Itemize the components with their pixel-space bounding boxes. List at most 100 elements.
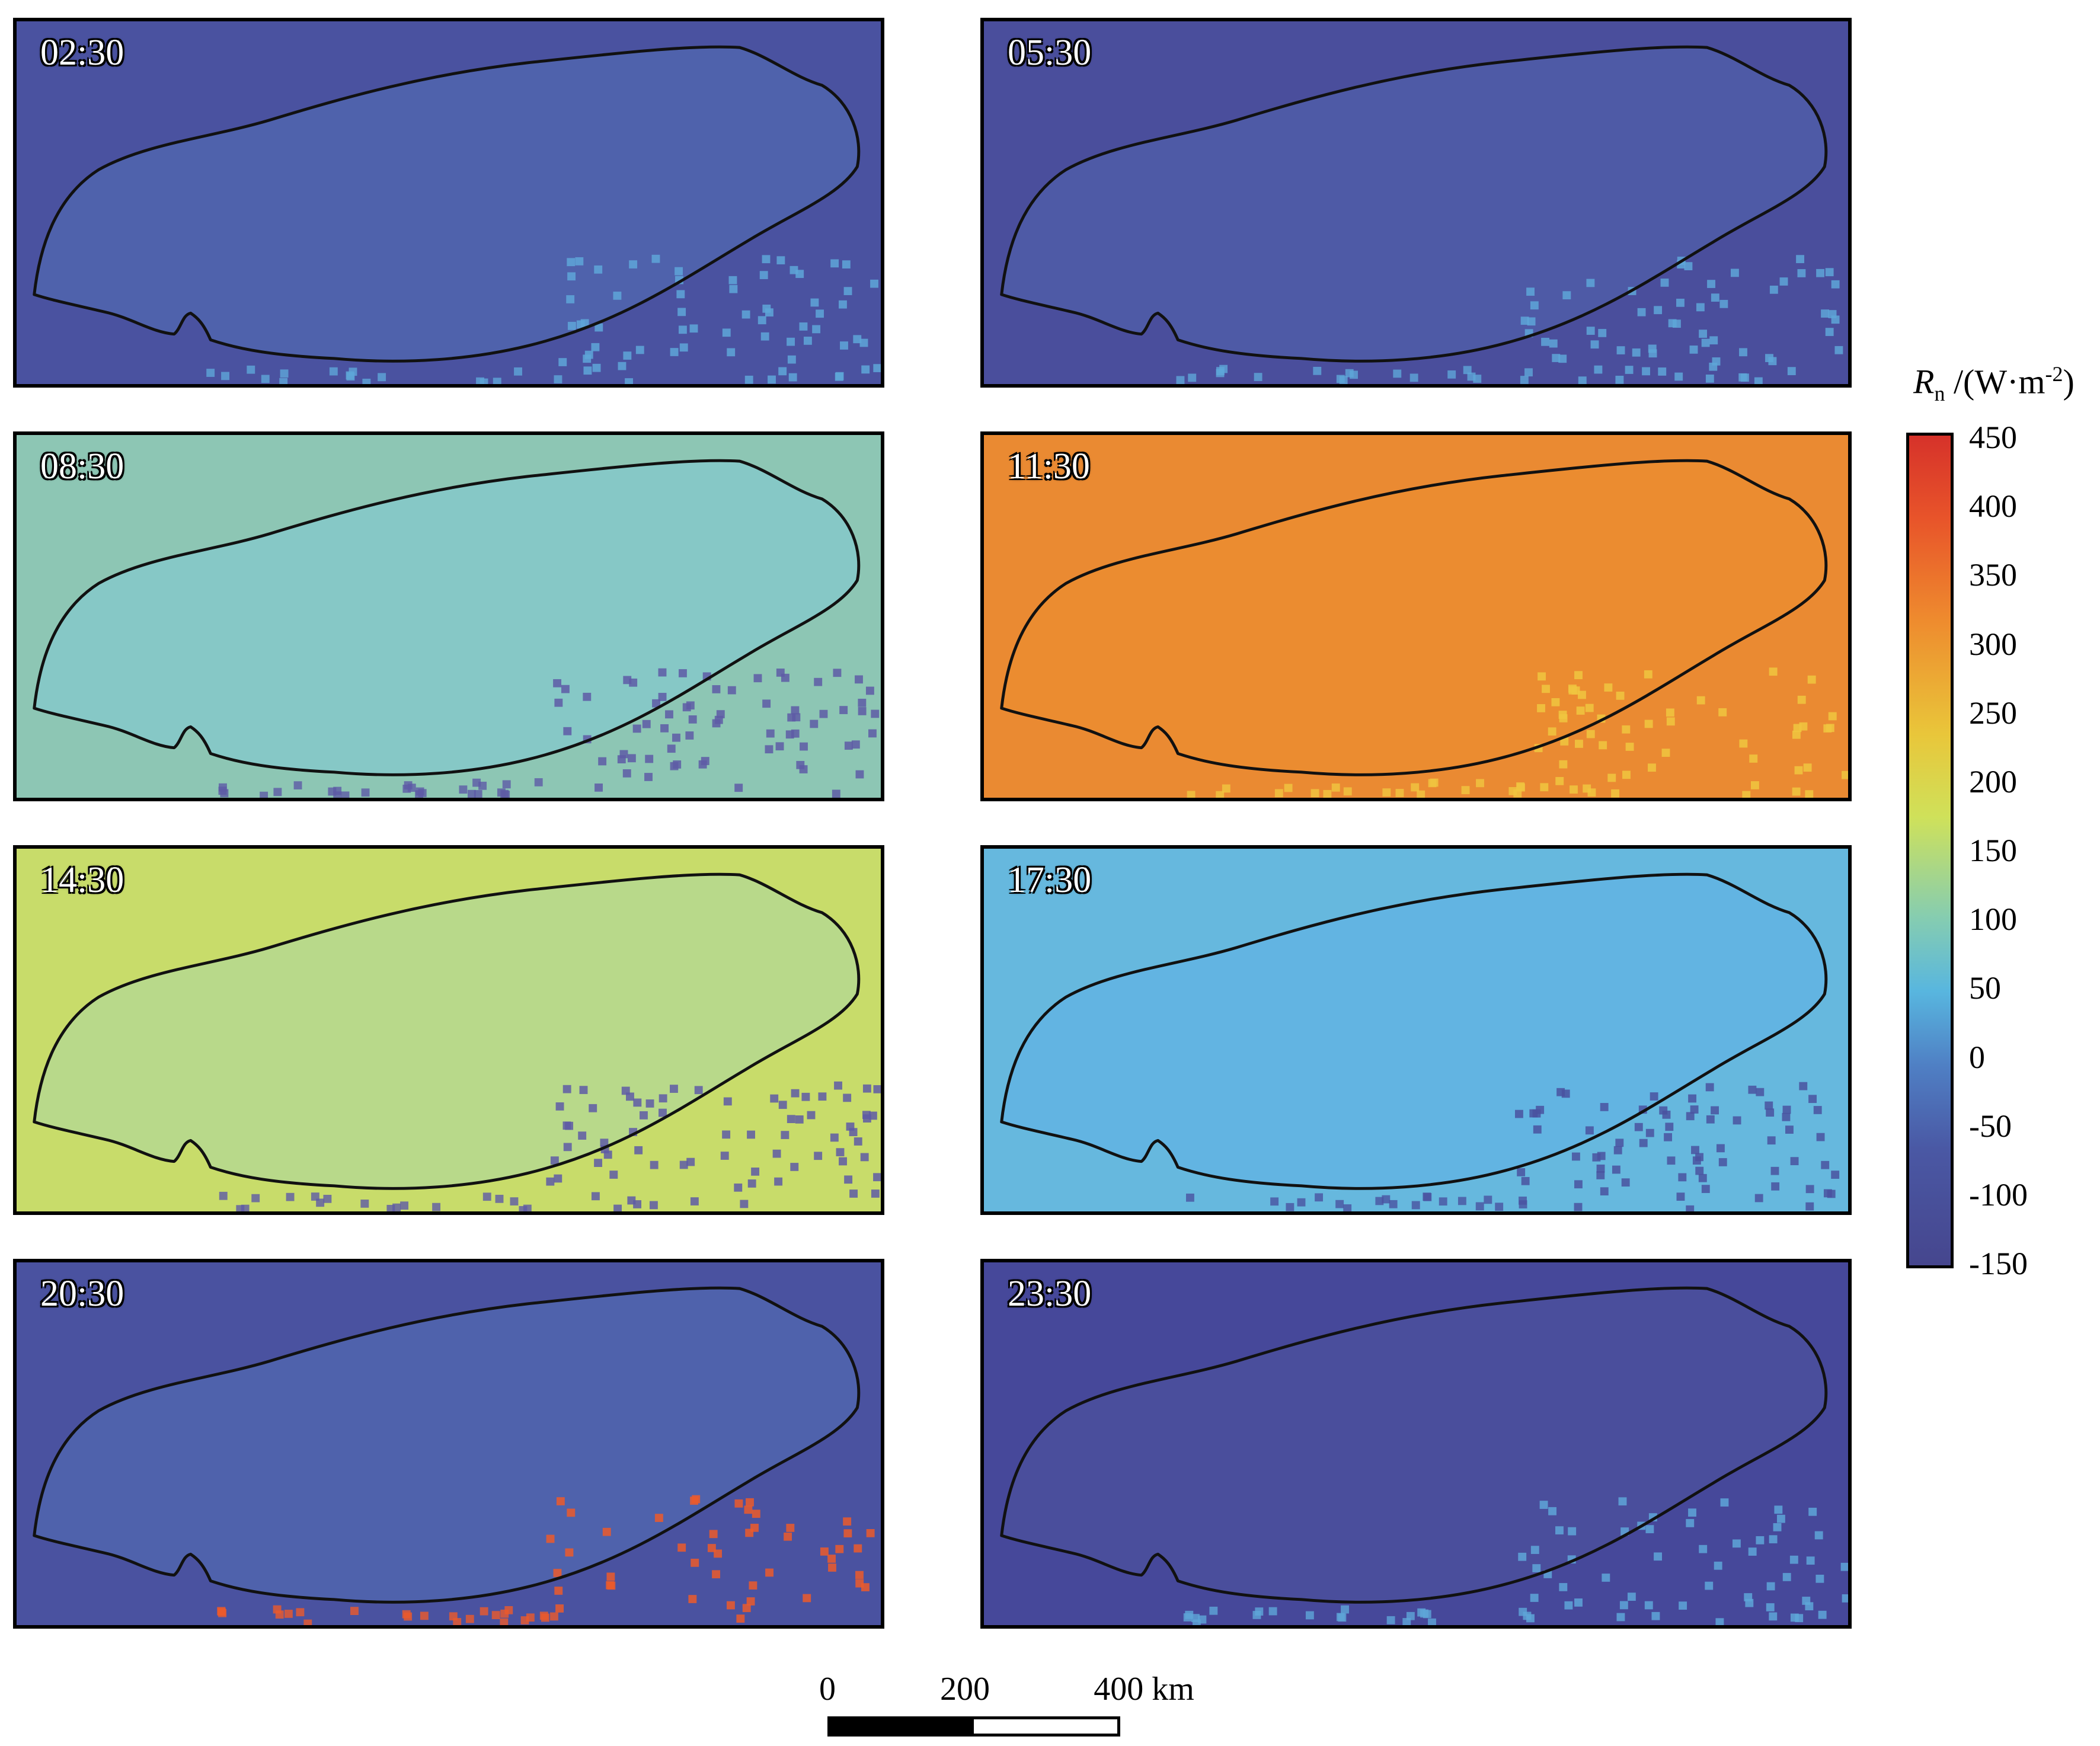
map-pixel bbox=[1568, 1527, 1577, 1536]
map-pixel bbox=[554, 698, 563, 707]
map-pixel bbox=[660, 724, 669, 733]
map-pixel bbox=[286, 1192, 295, 1201]
map-pixel bbox=[1323, 789, 1332, 798]
map-pixel bbox=[658, 668, 667, 677]
map-pixel bbox=[827, 1555, 836, 1563]
map-pixel bbox=[1658, 367, 1667, 376]
map-pixel bbox=[870, 279, 878, 288]
map-pixel bbox=[871, 709, 880, 718]
map-pixel bbox=[273, 788, 282, 797]
map-pixel bbox=[854, 1544, 862, 1553]
map-pixel bbox=[541, 1613, 549, 1622]
map-pixel bbox=[1216, 791, 1225, 798]
time-label: 14:30 bbox=[40, 860, 124, 900]
map-pixel bbox=[592, 363, 601, 372]
map-pixel bbox=[1618, 1497, 1627, 1506]
map-pixel bbox=[1574, 671, 1583, 679]
map-pixel bbox=[1548, 1507, 1557, 1515]
map-pixel bbox=[1796, 255, 1805, 263]
map-pixel bbox=[1776, 1514, 1785, 1523]
map-pixel bbox=[493, 378, 501, 384]
map-pixel bbox=[1771, 1182, 1780, 1191]
map-pixel bbox=[1305, 1611, 1314, 1620]
map-pixel bbox=[640, 1111, 648, 1120]
basin-outline bbox=[1000, 872, 1828, 1190]
map-pixel bbox=[555, 1102, 564, 1111]
legend-title: Rn /(W·m-2) bbox=[1913, 362, 2075, 406]
map-pixel bbox=[835, 372, 843, 381]
map-pixel bbox=[658, 693, 667, 701]
map-pixel bbox=[1769, 1535, 1778, 1544]
map-pixel bbox=[623, 676, 632, 685]
map-pixel bbox=[606, 1572, 615, 1581]
map-pixel bbox=[565, 1548, 574, 1557]
map-pixel bbox=[678, 325, 687, 334]
map-pixel bbox=[1402, 1618, 1411, 1625]
map-pixel bbox=[236, 1205, 245, 1211]
map-pixel bbox=[221, 372, 229, 380]
map-pixel bbox=[567, 258, 576, 267]
map-pixel bbox=[1616, 692, 1625, 700]
map-pixel bbox=[1520, 376, 1529, 384]
colorbar-tick-label: 0 bbox=[1969, 1039, 1985, 1075]
map-pixel bbox=[1805, 1202, 1814, 1211]
map-pixel bbox=[790, 266, 798, 274]
map-pixel bbox=[1495, 1203, 1504, 1211]
map-pixel bbox=[502, 780, 511, 789]
map-pixel bbox=[553, 1569, 562, 1577]
map-pixel bbox=[1716, 1144, 1725, 1153]
map-pixel bbox=[1619, 1601, 1628, 1610]
map-pixel bbox=[1612, 1165, 1620, 1174]
map-pixel bbox=[1209, 1606, 1218, 1615]
net-radiation-map bbox=[17, 21, 881, 384]
map-pixel bbox=[1678, 1173, 1687, 1182]
map-pixel bbox=[501, 791, 510, 798]
map-pixel bbox=[757, 316, 766, 325]
map-pixel bbox=[1461, 786, 1470, 795]
map-pixel bbox=[1559, 760, 1568, 769]
map-pixel bbox=[218, 1609, 227, 1617]
map-pixel bbox=[677, 308, 686, 316]
map-pixel bbox=[1792, 787, 1801, 796]
map-pixel bbox=[1417, 790, 1425, 798]
map-pixel bbox=[1748, 1085, 1757, 1094]
map-pixel bbox=[567, 1508, 576, 1517]
map-pixel bbox=[1696, 696, 1705, 705]
map-pixel bbox=[467, 789, 476, 798]
map-pixel bbox=[691, 1559, 699, 1567]
map-pixel bbox=[1187, 791, 1196, 798]
map-pixel bbox=[820, 1547, 829, 1556]
map-pixel bbox=[1689, 346, 1698, 354]
map-pixel bbox=[723, 1097, 732, 1106]
legend-unit-open: /(W·m bbox=[1945, 362, 2045, 401]
map-pixel bbox=[554, 1174, 562, 1183]
map-pixel bbox=[626, 1092, 634, 1101]
map-pixel bbox=[1644, 670, 1652, 679]
map-pixel bbox=[523, 1204, 532, 1211]
map-pixel bbox=[753, 674, 762, 683]
map-pixel bbox=[1532, 1564, 1541, 1572]
map-pixel bbox=[296, 1608, 305, 1617]
colorbar-tick-label: 150 bbox=[1969, 833, 2017, 868]
map-pixel bbox=[562, 1121, 571, 1130]
map-pixel bbox=[1577, 690, 1586, 699]
map-pixel bbox=[1428, 1618, 1436, 1625]
map-pixel bbox=[261, 375, 270, 383]
map-pixel bbox=[284, 1610, 293, 1618]
map-pixel bbox=[836, 1148, 845, 1156]
map-pixel bbox=[329, 367, 338, 376]
colorbar-tick-label: 50 bbox=[1969, 970, 2001, 1006]
map-pixel bbox=[1176, 376, 1185, 384]
map-pixel bbox=[632, 724, 641, 733]
map-pixel bbox=[1797, 695, 1806, 704]
map-pixel bbox=[649, 1201, 658, 1210]
map-pixel bbox=[1738, 373, 1747, 382]
map-pixel bbox=[1538, 672, 1546, 681]
map-pixel bbox=[690, 1496, 698, 1505]
map-pixel bbox=[1521, 1176, 1530, 1185]
map-pixel bbox=[843, 1529, 852, 1538]
map-pixel bbox=[1695, 1166, 1704, 1175]
scale-bar bbox=[827, 1716, 1120, 1737]
map-pixel bbox=[1523, 1611, 1532, 1620]
map-pixel bbox=[635, 346, 644, 354]
